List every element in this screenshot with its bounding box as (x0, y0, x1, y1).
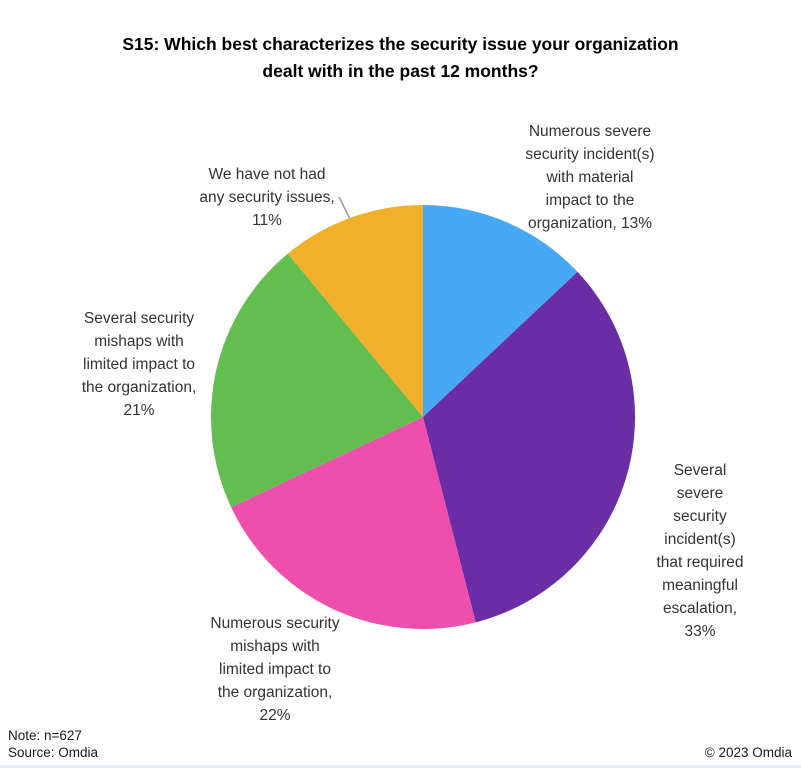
pie-label-numerous-severe-incidents: Numerous severe security incident(s) wit… (525, 123, 655, 232)
pie-slices (211, 205, 635, 630)
copyright-text: © 2023 Omdia (704, 745, 792, 760)
pie-slice-3 (211, 253, 423, 508)
pie-slice-4 (287, 205, 423, 417)
pie-label-several-severe-incidents: Several severe security incident(s) that… (656, 462, 744, 640)
label-leader-line (338, 196, 351, 220)
bottom-divider (0, 765, 801, 768)
pie-label-several-mishaps: Several security mishaps with limited im… (81, 310, 197, 419)
pie-slice-1 (423, 271, 635, 623)
chart-title: S15: Which best characterizes the securi… (122, 34, 679, 81)
source-text: Source: Omdia (8, 745, 99, 760)
pie-label-no-security-issues: We have not had any security issues, 11% (199, 166, 335, 229)
note-text: Note: n=627 (8, 728, 82, 743)
pie-label-numerous-mishaps: Numerous security mishaps with limited i… (210, 615, 340, 724)
pie-slice-0 (423, 205, 578, 417)
pie-slice-2 (231, 417, 476, 630)
